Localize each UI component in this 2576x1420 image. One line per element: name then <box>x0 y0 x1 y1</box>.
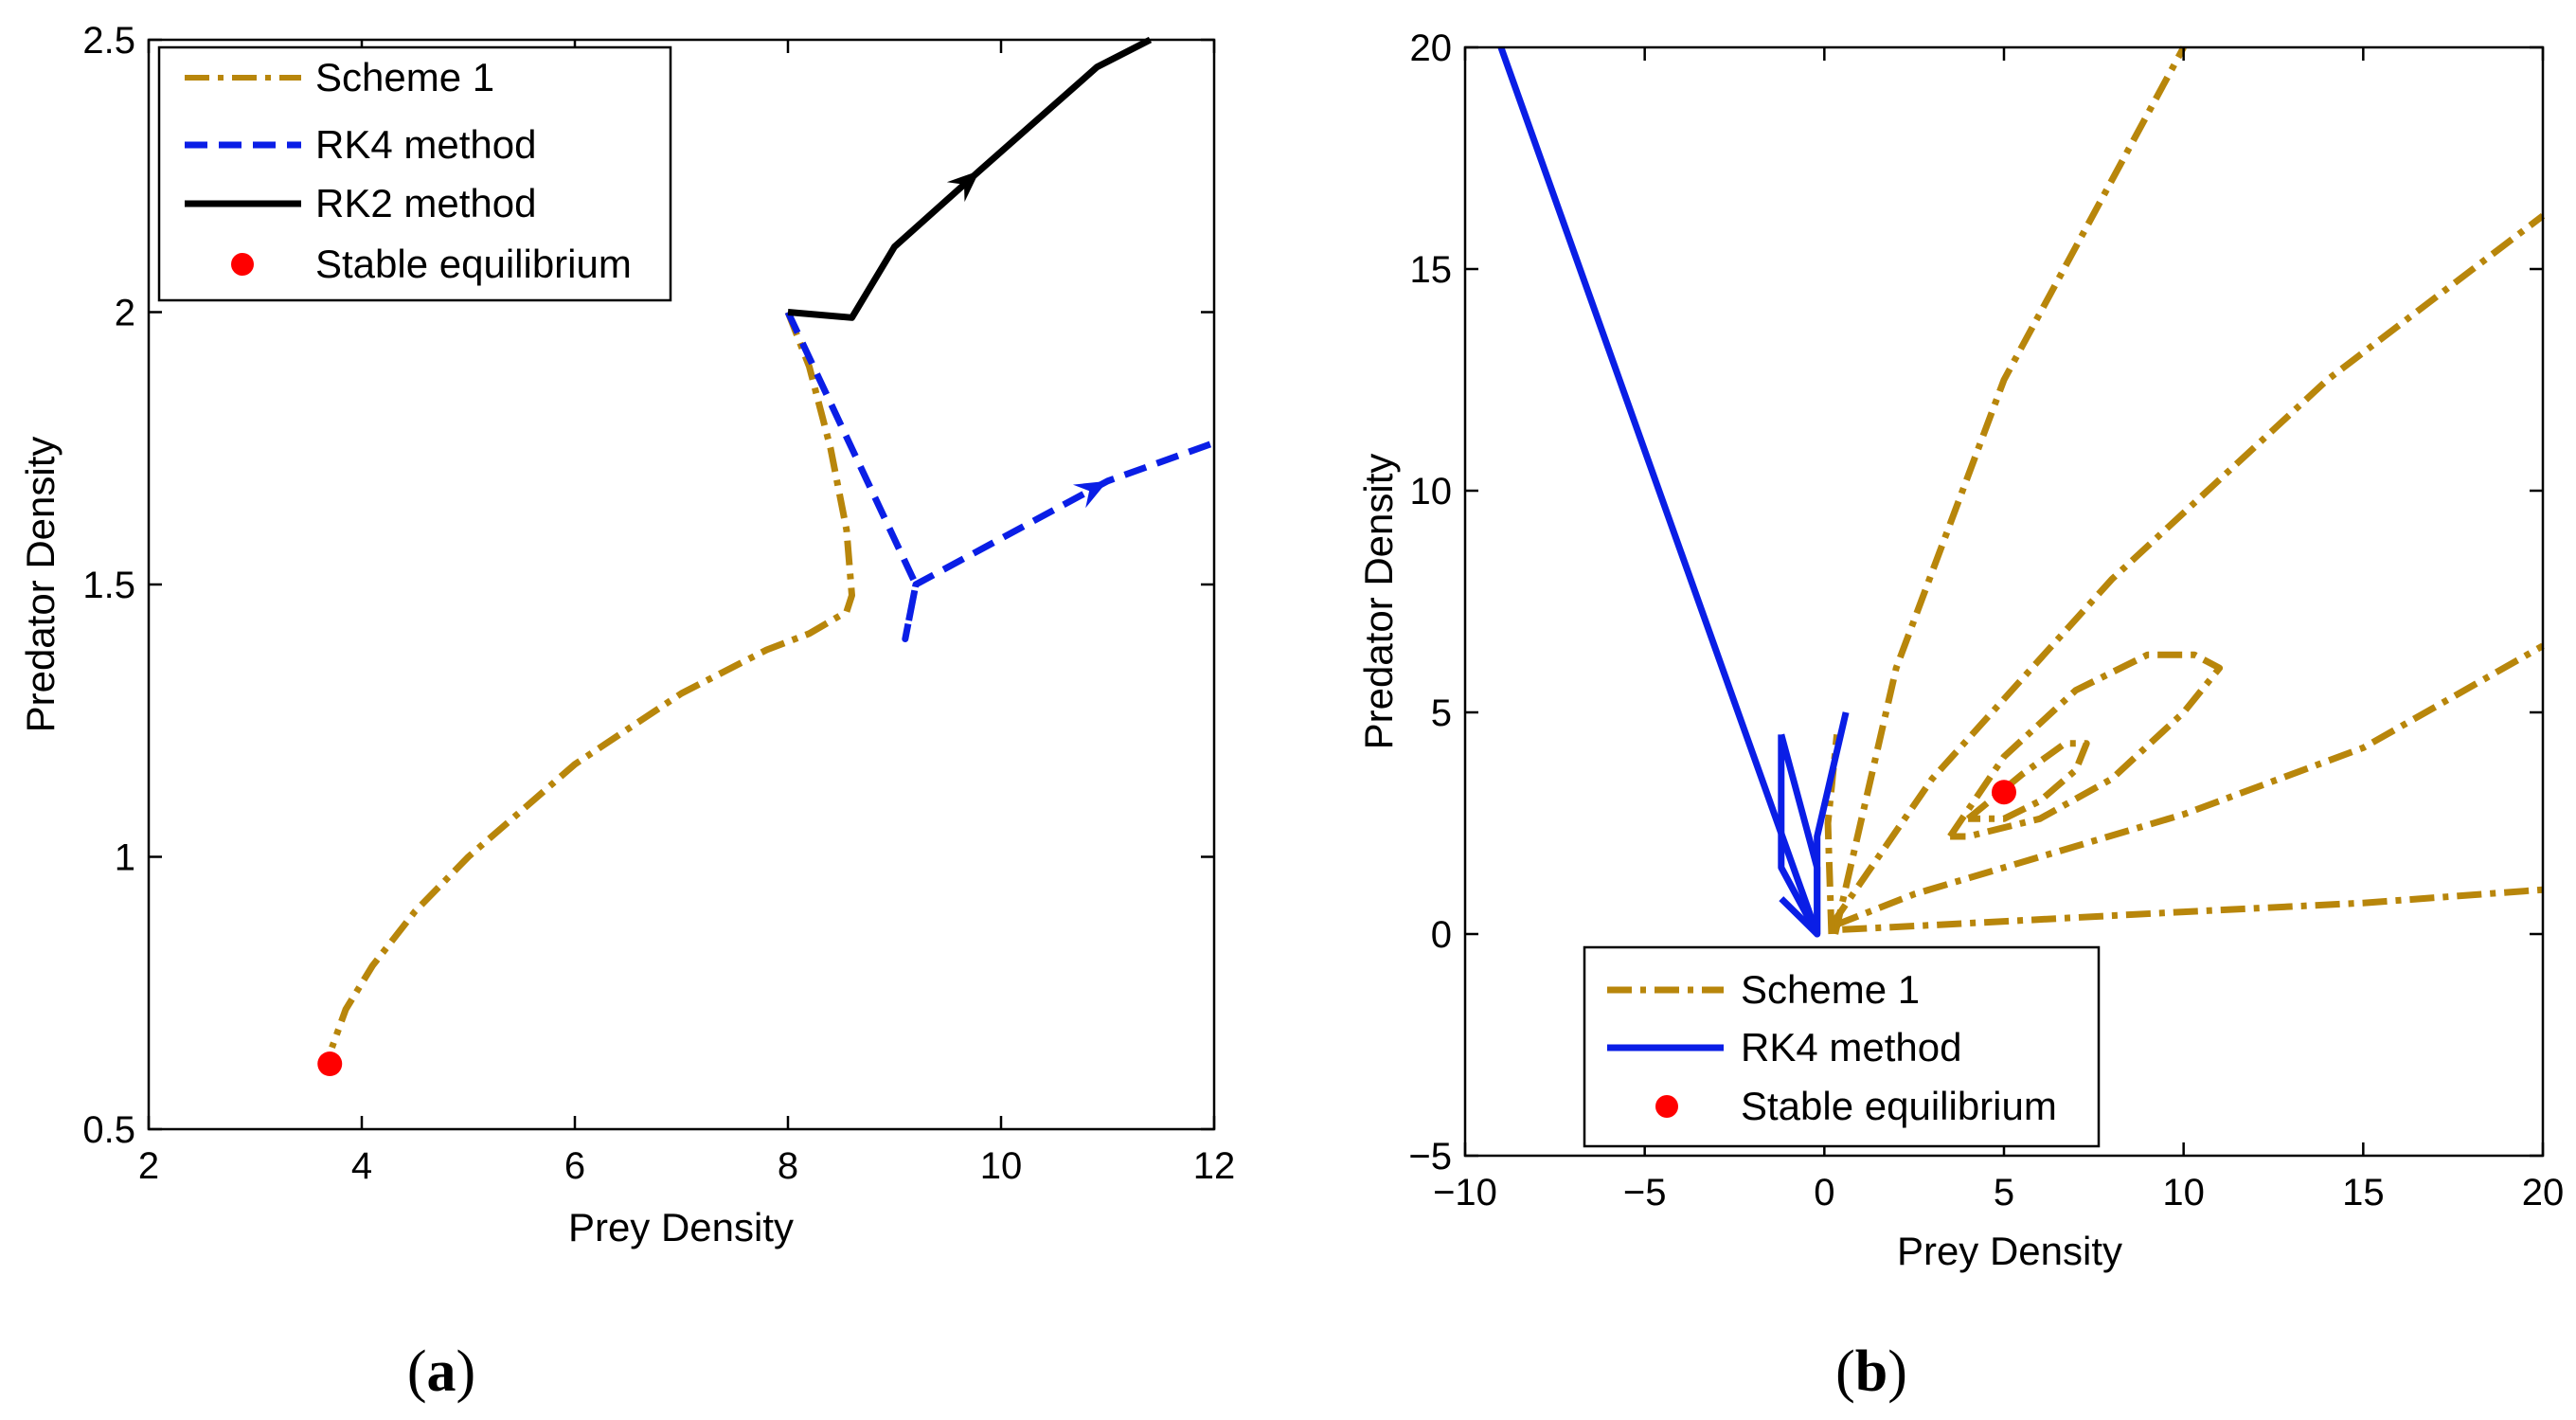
svg-text:(a): (a) <box>407 1339 475 1404</box>
panel-a-y-tick-label: 1 <box>115 837 135 879</box>
panel-a-y-tick-label: 2 <box>115 293 135 334</box>
panel-b-y-tick-label: −5 <box>1408 1136 1452 1177</box>
panel-label-b-letter: b <box>1855 1339 1887 1404</box>
panel-b-x-tick-label: 5 <box>1994 1172 2014 1213</box>
panel-b-x-tick-label: 20 <box>2522 1172 2565 1213</box>
panel-a-y-tick-label: 1.5 <box>82 565 135 606</box>
panel-b-series-scheme-1-line <box>1965 740 2090 822</box>
panel-b-series-scheme-1-line <box>1832 45 2187 935</box>
panel-b-series-scheme-1-line <box>1947 651 2224 840</box>
panel-b-legend-marker-equilibrium <box>1655 1095 1678 1118</box>
panel-a-legend-label-scheme1: Scheme 1 <box>315 55 494 99</box>
panel-a-x-tick-label: 10 <box>980 1145 1023 1187</box>
panel-a-x-tick-label: 6 <box>564 1145 585 1187</box>
panel-b-x-tick-label: 10 <box>2162 1172 2205 1213</box>
panel-a-plot-frame <box>147 38 1216 1131</box>
panel-a-chart: 2 4 6 8 10 12 0.5 1 1.5 2 2.5 Prey Density Predato… <box>18 20 1235 1249</box>
panel-b-y-tick-label: 10 <box>1410 471 1453 512</box>
panel-b-series-scheme-1-line <box>1834 642 2545 928</box>
panel-b-legend: Scheme 1 RK4 method Stable equilibrium <box>1583 945 2101 1148</box>
panel-label-b: (b) <box>1835 1339 1907 1404</box>
panel-label-a-open: ( <box>407 1339 427 1404</box>
panel-a-x-tick-label: 12 <box>1193 1145 1236 1187</box>
svg-text:(b): (b) <box>1835 1339 1907 1404</box>
panel-b-x-tick-label: 0 <box>1814 1172 1834 1213</box>
panel-label-a-close: ) <box>456 1339 476 1404</box>
panel-b-y-tick-label: 0 <box>1431 914 1452 956</box>
panel-a-x-tick-label: 2 <box>138 1145 159 1187</box>
panel-b-y-tick-label: 20 <box>1410 27 1453 69</box>
panel-label-b-close: ) <box>1887 1339 1907 1404</box>
panel-label-a-letter: a <box>427 1339 456 1404</box>
panel-b-legend-label-scheme1: Scheme 1 <box>1741 967 1920 1012</box>
panel-a-legend: Scheme 1 RK4 method RK2 method Stable eq… <box>157 45 672 302</box>
panel-b-series-scheme-1-line <box>1842 886 2544 933</box>
panel-a-series-rk2-method-line <box>787 36 1153 321</box>
panel-label-a: (a) <box>407 1339 475 1404</box>
panel-a-legend-label-rk2: RK2 method <box>315 181 536 225</box>
panel-b-y-tick-label: 15 <box>1410 249 1453 291</box>
panel-a-y-axis-title: Predator Density <box>18 437 63 733</box>
panel-b-series-scheme-1-line <box>1829 213 2546 927</box>
panel-b-y-tick-label: 5 <box>1431 692 1452 734</box>
panel-a-y-tick-label: 0.5 <box>82 1109 135 1151</box>
panel-b-legend-label-rk4: RK4 method <box>1741 1025 1961 1069</box>
panel-a-series-scheme-1-line <box>329 311 855 1049</box>
panel-label-b-open: ( <box>1835 1339 1855 1404</box>
panel-a-series-group <box>317 36 1216 1076</box>
panel-b-legend-label-equilibrium: Stable equilibrium <box>1741 1084 2057 1128</box>
panel-b-plot-frame <box>1463 45 2545 1158</box>
panel-b-series-rk4-method-line <box>1779 711 1850 938</box>
panel-b-x-tick-label: −10 <box>1433 1172 1497 1213</box>
panel-b-y-axis-title: Predator Density <box>1356 454 1401 750</box>
panel-a-y-tick-label: 2.5 <box>82 20 135 62</box>
panel-b-series-stable-equilibrium-point <box>1992 780 2016 805</box>
panel-b-x-axis-title: Prey Density <box>1897 1229 2122 1273</box>
panel-b-x-tick-label: −5 <box>1623 1172 1667 1213</box>
panel-b-x-tick-label: 15 <box>2342 1172 2385 1213</box>
panel-a-legend-label-equilibrium: Stable equilibrium <box>315 242 632 286</box>
panel-b-series-scheme-1-line <box>1824 734 1841 935</box>
panel-b-series-group <box>1497 45 2546 938</box>
panel-a-legend-label-rk4: RK4 method <box>315 122 536 167</box>
panel-b-series-rk4-method-line <box>1497 45 1820 936</box>
panel-a-series-rk2-method-arrow-icon <box>946 171 980 203</box>
panel-a-x-tick-label: 8 <box>778 1145 798 1187</box>
panel-a-series-stable-equilibrium-point <box>317 1052 343 1076</box>
panel-a-legend-marker-equilibrium <box>231 253 254 276</box>
panel-a-x-tick-label: 4 <box>351 1145 372 1187</box>
panel-a-x-axis-title: Prey Density <box>568 1205 794 1249</box>
panel-a-series-rk4-method-arrow-icon <box>1072 480 1108 509</box>
